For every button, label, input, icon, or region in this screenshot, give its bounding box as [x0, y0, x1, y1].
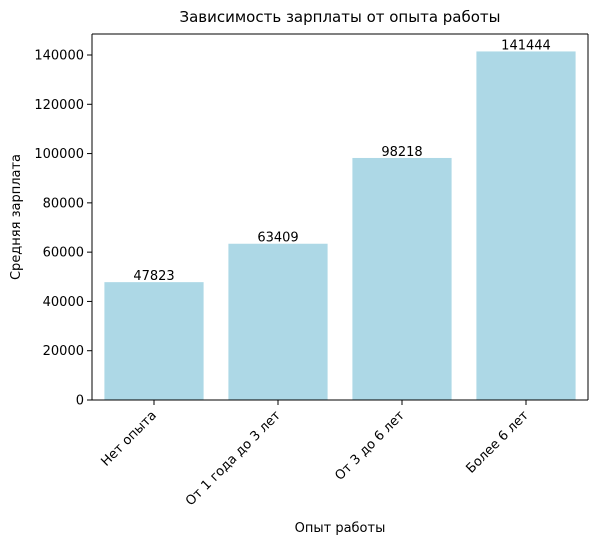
data-label-2: 63409	[257, 231, 298, 246]
bar-4	[476, 51, 576, 400]
data-label-1: 47823	[133, 269, 174, 284]
y-axis-ticks: 0 20000 40000 60000 80000 100000 120000 140000	[34, 49, 92, 409]
y-axis-label: Средняя зарплата	[9, 154, 24, 280]
data-label-4: 141444	[501, 38, 551, 53]
x-tick-label-1: Нет опыта	[98, 408, 159, 469]
y-tick-label-3: 40000	[43, 295, 84, 310]
bars-group	[104, 51, 576, 400]
y-tick-label-4: 60000	[43, 246, 84, 261]
y-tick-label-8: 140000	[34, 49, 84, 64]
bar-1	[104, 282, 204, 400]
y-tick-label-5: 80000	[43, 196, 84, 211]
data-labels-group: 47823 63409 98218 141444	[133, 38, 551, 284]
bar-2	[228, 243, 328, 400]
y-tick-label-7: 120000	[34, 98, 84, 113]
bar-3	[352, 157, 452, 400]
y-tick-label-1: 0	[76, 394, 84, 409]
x-tick-label-4: Более 6 лет	[464, 408, 533, 477]
plot-frame	[91, 33, 589, 401]
x-tick-label-3: От 3 до 6 лет	[332, 408, 408, 484]
data-label-3: 98218	[381, 145, 422, 160]
x-axis-ticks: Нет опыта От 1 года до 3 лет От 3 до 6 лет…	[98, 400, 532, 509]
chart-title: Зависимость зарплаты от опыта работы	[179, 8, 500, 26]
x-axis-label: Опыт работы	[295, 521, 386, 536]
y-tick-label-6: 100000	[34, 147, 84, 162]
x-tick-label-2: От 1 года до 3 лет	[183, 408, 284, 509]
y-tick-label-2: 20000	[43, 344, 84, 359]
